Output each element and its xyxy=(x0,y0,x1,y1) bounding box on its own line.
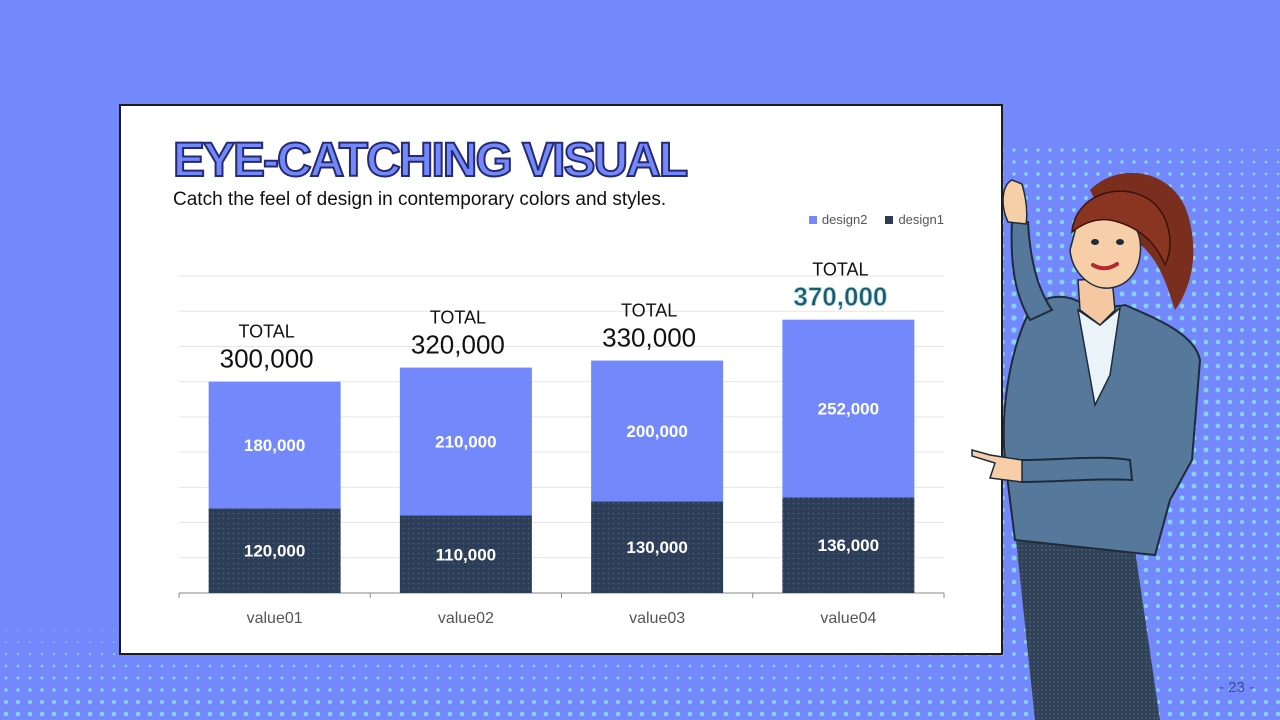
category-label: value04 xyxy=(820,610,876,627)
data-label-design1: 120,000 xyxy=(244,542,305,561)
data-label-design2: 252,000 xyxy=(818,399,879,418)
data-label-design2: 180,000 xyxy=(244,436,305,455)
bar-design2-value04 xyxy=(782,319,915,498)
data-label-design1: 110,000 xyxy=(436,545,497,564)
data-label-design1: 136,000 xyxy=(818,536,879,555)
category-label: value01 xyxy=(247,610,303,627)
total-caption: TOTAL xyxy=(238,322,294,342)
slide-title: EYE-CATCHING VISUAL xyxy=(172,133,689,188)
pointing-woman-illustration xyxy=(971,172,1202,720)
bar-design2-value03 xyxy=(591,360,724,502)
category-label: value03 xyxy=(629,610,685,627)
presentation-board: EYE-CATCHING VISUAL Catch the feel of de… xyxy=(119,104,1003,655)
legend-swatch-design2 xyxy=(808,215,817,224)
chart-legend: design2 design1 xyxy=(808,212,944,227)
total-value: 330,000 xyxy=(602,323,696,353)
total-caption: TOTAL xyxy=(621,301,677,321)
data-label-design2: 210,000 xyxy=(435,433,496,452)
data-label-design1: 130,000 xyxy=(626,538,687,557)
total-caption: TOTAL xyxy=(812,260,868,280)
slide-subtitle: Catch the feel of design in contemporary… xyxy=(173,189,667,210)
legend-swatch-design1 xyxy=(885,215,894,224)
bar-design1-value03 xyxy=(591,501,724,593)
total-value: 370,000 xyxy=(793,282,887,312)
total-caption: TOTAL xyxy=(430,308,486,328)
legend-item-design2: design2 xyxy=(808,212,868,227)
bar-design1-value04 xyxy=(782,497,915,593)
bar-design1-value02 xyxy=(399,515,532,593)
legend-item-design1: design1 xyxy=(885,212,944,227)
legend-label-design2: design2 xyxy=(821,212,868,227)
total-value: 300,000 xyxy=(220,344,314,374)
bar-design2-value02 xyxy=(399,367,532,516)
bar-design2-value01 xyxy=(208,381,341,509)
legend-label-design1: design1 xyxy=(898,212,944,227)
page-number: - 23 - xyxy=(1218,679,1254,696)
data-label-design2: 200,000 xyxy=(626,422,687,441)
bar-design1-value01 xyxy=(208,508,341,593)
total-value: 320,000 xyxy=(411,330,505,360)
category-label: value02 xyxy=(438,610,494,627)
stacked-bar-chart: 120,000180,000TOTAL300,000value01110,000… xyxy=(178,260,945,627)
